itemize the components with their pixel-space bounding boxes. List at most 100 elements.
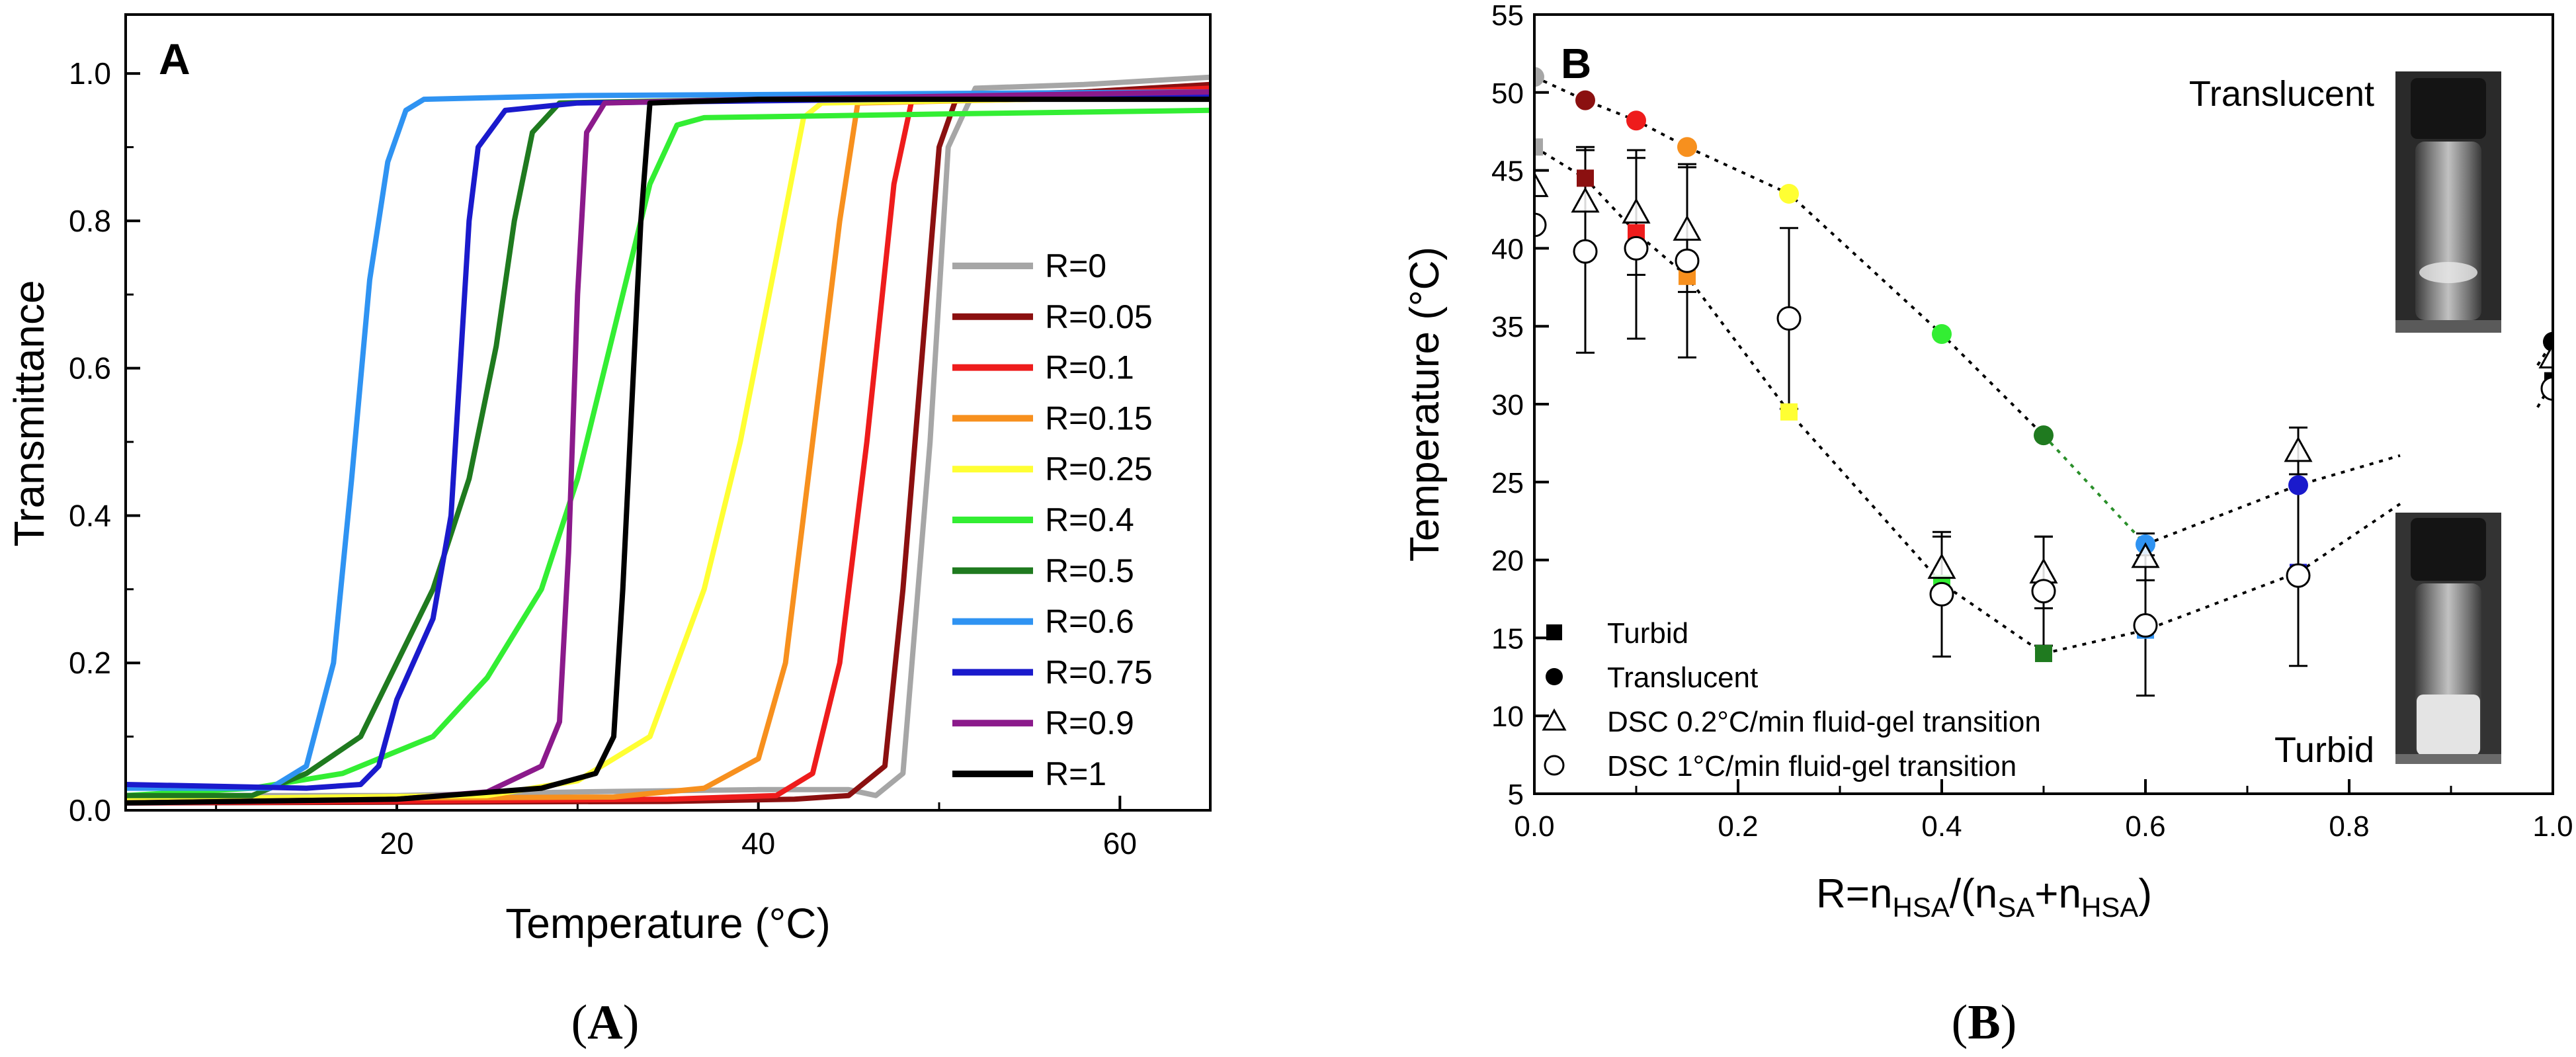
- panel-a-legend-label: R=0.6: [1045, 603, 1134, 640]
- dsc1-point: [1624, 235, 1649, 261]
- panel-a-legend-label: R=0.25: [1045, 450, 1153, 487]
- translucent-point: [2543, 331, 2553, 352]
- translucent-guide-line-right: [2145, 454, 2401, 546]
- panel-a-legend-label: R=0.1: [1045, 349, 1134, 386]
- caption-b: (B): [1952, 995, 2017, 1050]
- panel-a-y-tick-label: 0.0: [69, 793, 111, 827]
- dsc02-point: [2131, 542, 2160, 568]
- translucent-guide-line-green: [2042, 434, 2147, 546]
- translucent-point: [1575, 90, 1595, 110]
- panel-a-x-tick-label: 20: [380, 826, 413, 861]
- x-label-part-1: R=n: [1816, 871, 1892, 917]
- panel-b-frame: [1533, 13, 2554, 795]
- x-label-sub-hsa: HSA: [1893, 892, 1950, 923]
- panel-b-series: [1534, 67, 2553, 697]
- panel-a-letter: A: [159, 34, 190, 83]
- x-label-sub-sa: SA: [1997, 892, 2034, 923]
- panel-a-series-line-R-0-6: [126, 89, 1210, 791]
- x-label-part-2: /(n: [1950, 871, 1997, 917]
- x-label-part-4: ): [2138, 871, 2152, 917]
- panel-b-letter: B: [1561, 40, 1591, 87]
- translucent-point: [1677, 137, 1697, 157]
- dsc1-point: [1534, 212, 1547, 237]
- translucent-point: [1626, 110, 1646, 131]
- panel-b-y-tick-label: 15: [1491, 622, 1524, 655]
- panel-a-y-tick-label: 0.2: [69, 646, 111, 680]
- caption-b-letter: B: [1968, 995, 2000, 1050]
- panel-a-legend-label: R=1: [1045, 755, 1106, 792]
- turbid-point: [2035, 644, 2052, 662]
- dsc02-point: [2284, 436, 2313, 462]
- turbid-point: [1577, 169, 1594, 187]
- panel-a-y-axis-label: Transmittance: [5, 280, 53, 546]
- dsc02-point: [1622, 198, 1651, 224]
- panel-b-legend: Turbid Translucent DSC 0.2°C/min fluid-gel…: [1542, 617, 2041, 782]
- panel-a-legend-label: R=0.9: [1045, 704, 1134, 741]
- dsc1-point: [1929, 581, 1954, 607]
- panel-b-x-tick-label: 0.8: [2329, 810, 2369, 843]
- x-label-sub-hsa-2: HSA: [2081, 892, 2138, 923]
- panel-a-x-tick-label: 60: [1103, 826, 1137, 861]
- translucent-point: [1779, 183, 1799, 204]
- panel-a-legend-label: R=0.75: [1045, 654, 1153, 691]
- dsc1-point: [2540, 376, 2553, 401]
- panel-b-x-axis-label: R=nHSA/(nSA+nHSA): [1816, 871, 2152, 923]
- panel-b-y-tick-label: 30: [1491, 389, 1524, 421]
- panel-a-frame: [124, 13, 1212, 812]
- circle-open-legend-marker: [1544, 755, 1565, 776]
- panel-a-series-line-R-0-75: [126, 93, 1210, 791]
- panel-b-y-tick-label: 45: [1491, 155, 1524, 188]
- dsc02-point: [2538, 343, 2553, 369]
- dsc02-point: [1927, 553, 1956, 579]
- translucent-point: [1534, 67, 1544, 87]
- turbid-annotation: Turbid: [2274, 730, 2374, 770]
- panel-b-y-tick-label: 35: [1491, 311, 1524, 343]
- panel-a-y-tick-label: 0.8: [69, 204, 111, 238]
- panel-a-series-line-R-0-4: [126, 107, 1210, 798]
- panel-b-x-tick-label: 0.4: [1921, 810, 1962, 843]
- panel-b-legend-label: Turbid: [1607, 617, 1688, 650]
- panel-a-series-line-R-0-9: [126, 89, 1210, 806]
- panel-b-x-tick-label: 0.0: [1514, 810, 1554, 843]
- translucent-point: [2034, 425, 2054, 446]
- translucent-annotation: Translucent: [2189, 74, 2374, 114]
- panel-b-y-tick-label: 50: [1491, 77, 1524, 110]
- panel-b-legend-label: DSC 1°C/min fluid-gel transition: [1607, 750, 2016, 782]
- dsc1-point: [2133, 613, 2158, 638]
- panel-b-x-tick-label: 0.6: [2125, 810, 2165, 843]
- dsc1-point: [2286, 563, 2311, 588]
- panel-a-y-tick-label: 1.0: [69, 56, 111, 91]
- square-filled-legend-marker: [1546, 624, 1562, 640]
- panel-b-x-tick-label: 0.2: [1718, 810, 1758, 843]
- panel-a-x-tick-label: 40: [741, 826, 775, 861]
- dsc02-point: [1571, 187, 1600, 213]
- dsc1-point: [1776, 306, 1802, 331]
- panel-a-series: [126, 74, 1210, 806]
- panel-a-ticks: 20 40 60 0.0 0.2 0.4 0.6 0.8 1.0: [69, 56, 1137, 861]
- dsc1-point: [2031, 579, 2056, 604]
- panel-b-legend-label: Translucent: [1607, 661, 1758, 694]
- turbid-point: [1780, 403, 1798, 421]
- panel-a-y-tick-label: 0.4: [69, 498, 111, 532]
- panel-b-y-axis-label: Temperature (°C): [1402, 247, 1448, 562]
- dsc02-point: [1673, 215, 1702, 241]
- panel-a-legend-label: R=0.5: [1045, 552, 1134, 589]
- panel-b-y-tick-label: 40: [1491, 233, 1524, 265]
- panel-a-legend-label: R=0.4: [1045, 501, 1134, 538]
- panel-a-series-line-R-0-25: [126, 93, 1210, 802]
- panel-a-y-tick-label: 0.6: [69, 351, 111, 386]
- panel-b-y-tick-label: 25: [1491, 467, 1524, 499]
- panel-b-y-tick-label: 10: [1491, 700, 1524, 733]
- turbid-guide-line: [1534, 146, 2401, 655]
- translucent-vial-photo: [2395, 71, 2501, 333]
- panel-b-y-tick-label: 20: [1491, 545, 1524, 577]
- panel-a-legend-label: R=0.05: [1045, 298, 1153, 335]
- dsc02-point: [1534, 171, 1549, 197]
- caption-b-close: ): [2001, 995, 2017, 1050]
- caption-a: (A): [571, 995, 640, 1050]
- x-label-part-3: +n: [2034, 871, 2081, 917]
- panel-a-chart: 20 40 60 0.0 0.2 0.4 0.6 0.8 1.0 A Temperature (…: [5, 13, 1212, 947]
- panel-b-x-tick-label: 1.0: [2532, 810, 2573, 843]
- circle-filled-legend-marker: [1546, 668, 1563, 685]
